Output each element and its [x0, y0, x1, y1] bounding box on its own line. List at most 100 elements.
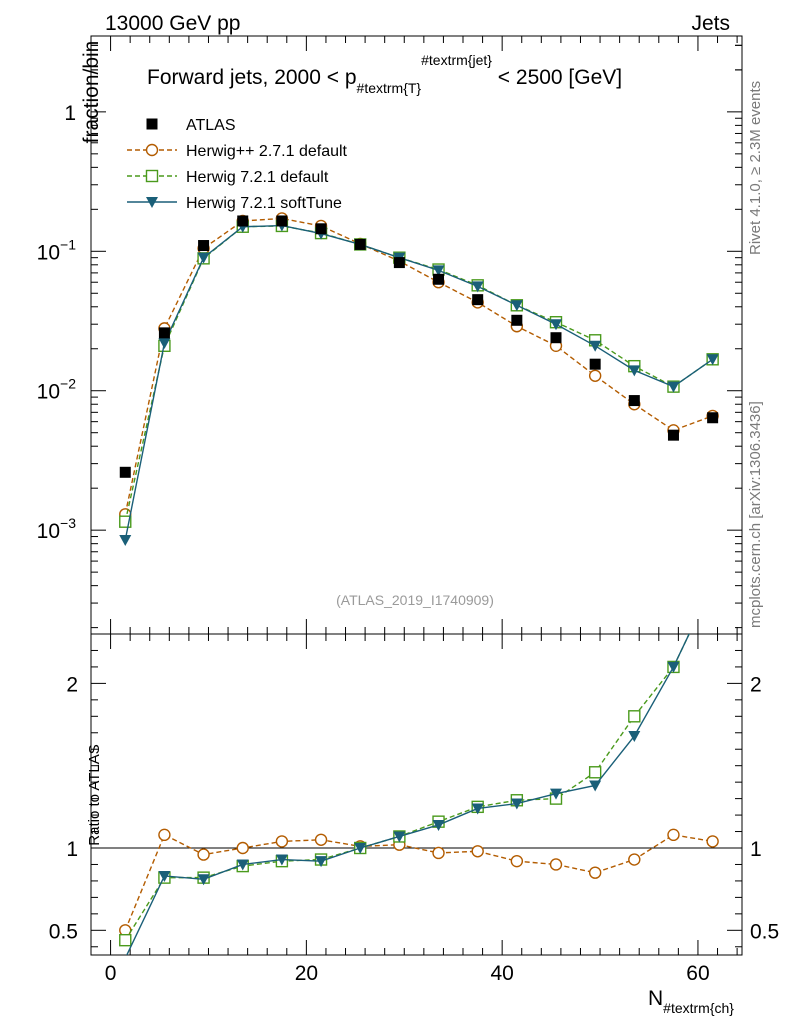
data-point	[667, 381, 680, 393]
data-point	[589, 358, 601, 370]
legend-entry: Herwig++ 2.7.1 default	[127, 143, 348, 160]
data-point	[119, 466, 131, 478]
ratio-data-point	[119, 933, 132, 947]
y-tick-label-base: 1	[64, 102, 76, 125]
ratio-data-point	[471, 845, 484, 858]
ratio-y-axis-label: Ratio to ATLAS	[86, 744, 103, 845]
ratio-tick-label-left: 2	[66, 673, 78, 696]
ratio-data-point	[667, 828, 680, 842]
y-tick-label-main: 10−3	[37, 515, 77, 543]
x-tick-label: 0	[105, 962, 117, 985]
ratio-tick-label-left: 0.5	[49, 920, 78, 943]
legend-marker	[145, 169, 159, 183]
data-point	[276, 215, 288, 227]
x-tick-labels: 0 20 40 60	[105, 962, 710, 985]
y-tick-label-main: 1	[64, 102, 76, 125]
mcplots-label: mcplots.cern.ch [arXiv:1306.3436]	[747, 401, 764, 628]
ratio-data-point	[628, 731, 641, 743]
data-point	[433, 273, 445, 285]
legend-entry: ATLAS	[146, 117, 236, 134]
ratio-tick-label-left: 1	[66, 838, 78, 861]
ratio-axis-ticks	[91, 634, 742, 955]
ratio-data-point	[275, 854, 288, 866]
ratio-data-point	[197, 874, 210, 886]
data-point	[472, 294, 484, 306]
data-point	[315, 223, 327, 235]
legend-label: ATLAS	[186, 117, 236, 134]
ratio-data-point	[628, 710, 641, 723]
ratio-tick-label-right: 0.5	[750, 920, 779, 943]
y-tick-label-base: 10	[37, 241, 60, 264]
data-point	[354, 238, 366, 250]
data-point	[511, 314, 523, 326]
ratio-series-line	[126, 634, 690, 955]
ratio-series-line	[124, 634, 690, 941]
ratio-data-point	[588, 866, 602, 879]
header-jets-label: Jets	[691, 12, 730, 35]
ratio-series-herwig-2-7-1-default	[119, 828, 719, 937]
legend-entry: Herwig 7.2.1 default	[127, 169, 329, 186]
ratio-data-point	[510, 798, 523, 810]
ratio-data-point	[589, 780, 602, 792]
x-axis-label-main: N	[648, 987, 663, 1010]
ratio-data-point	[158, 828, 171, 842]
data-point	[471, 281, 484, 293]
data-point	[628, 395, 640, 407]
plot-title-sub: #textrm{T}	[357, 80, 422, 96]
main-series-layer	[119, 212, 719, 547]
legend-label: Herwig++ 2.7.1 default	[186, 143, 348, 160]
y-tick-label-base: 10	[37, 381, 60, 404]
ratio-data-point	[432, 846, 445, 860]
data-point	[589, 340, 602, 352]
ratio-data-point	[432, 819, 445, 831]
analysis-id-label: (ATLAS_2019_I1740909)	[336, 592, 494, 608]
y-tick-label-exponent: −2	[60, 376, 76, 392]
ratio-series-herwig-7-2-1-softtune	[126, 634, 690, 955]
data-point	[588, 369, 602, 382]
data-point	[119, 515, 132, 528]
legend-entry: Herwig 7.2.1 softTune	[127, 195, 342, 212]
series-line	[124, 224, 714, 541]
y-tick-label-exponent: −1	[60, 236, 76, 252]
ratio-data-point	[588, 766, 602, 779]
data-point	[158, 337, 171, 349]
legend-marker	[145, 143, 159, 157]
series-line	[124, 217, 713, 515]
ratio-tick-label-right: 2	[750, 673, 762, 696]
x-tick-label: 60	[686, 962, 709, 985]
ratio-data-point	[197, 848, 210, 861]
ratio-data-point	[549, 858, 563, 871]
ratio-data-point	[471, 803, 484, 815]
ratio-data-point	[667, 661, 680, 673]
data-point	[158, 327, 170, 339]
legend-label: Herwig 7.2.1 softTune	[186, 195, 342, 212]
ratio-data-point	[236, 859, 249, 871]
y-tick-label-exponent: −3	[60, 515, 76, 531]
ratio-data-point	[706, 835, 719, 848]
y-tick-label-main: 10−1	[37, 236, 77, 264]
ratio-y-tick-labels: 0.5 0.5 1 1 2 2	[49, 673, 779, 943]
ratio-series-line	[124, 833, 713, 931]
y-tick-label-main: 10−2	[37, 376, 77, 404]
data-point	[706, 354, 719, 366]
series-atlas	[119, 215, 719, 478]
data-point	[432, 265, 445, 277]
rivet-version-label: Rivet 4.1.0, ≥ 2.3M events	[747, 81, 764, 255]
data-point	[119, 535, 132, 547]
data-point	[198, 240, 210, 252]
ratio-data-point	[275, 835, 289, 848]
data-point	[550, 319, 562, 331]
ratio-data-point	[550, 788, 562, 800]
data-point	[550, 332, 562, 344]
x-tick-label: 40	[490, 962, 513, 985]
x-axis-label: N#textrm{ch}	[648, 987, 734, 1016]
x-axis-label-sub: #textrm{ch}	[663, 1000, 734, 1016]
plot-title-rest: < 2500 [GeV]	[492, 66, 622, 89]
data-point	[510, 300, 523, 312]
legend-label: Herwig 7.2.1 default	[186, 169, 329, 186]
data-point	[628, 365, 641, 377]
ratio-data-point	[236, 841, 249, 855]
data-point	[667, 429, 679, 441]
ratio-series-layer	[119, 634, 719, 955]
